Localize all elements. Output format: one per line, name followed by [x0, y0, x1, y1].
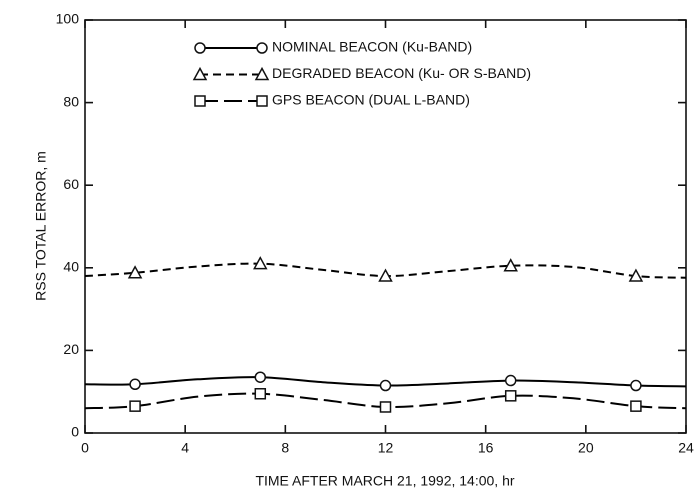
legend-marker: [194, 95, 206, 107]
marker: [129, 400, 141, 412]
y-tick-label: 0: [71, 424, 79, 440]
legend-marker: [256, 95, 268, 107]
y-tick-label: 40: [63, 259, 79, 275]
marker: [378, 268, 393, 282]
marker: [254, 371, 267, 383]
x-tick-label: 20: [578, 440, 594, 456]
marker: [504, 374, 517, 387]
x-tick-label: 4: [181, 440, 189, 456]
marker: [504, 390, 517, 402]
legend-label: DEGRADED BEACON (Ku- OR S-BAND): [272, 65, 531, 81]
y-tick-label: 80: [63, 93, 79, 109]
y-tick-label: 60: [63, 176, 79, 192]
legend-label: GPS BEACON (DUAL L-BAND): [272, 92, 470, 108]
x-tick-label: 8: [281, 440, 289, 456]
x-tick-label: 0: [81, 440, 89, 456]
marker: [379, 379, 392, 392]
legend-marker: [254, 66, 270, 81]
y-tick-label: 100: [56, 11, 80, 27]
x-tick-label: 16: [478, 440, 494, 456]
marker: [630, 379, 642, 392]
marker: [127, 265, 143, 279]
legend-marker: [256, 42, 268, 54]
y-axis-label: RSS TOTAL ERROR, m: [33, 151, 49, 301]
legend-marker: [192, 66, 208, 81]
marker: [630, 400, 642, 412]
marker: [129, 378, 141, 391]
x-tick-label: 12: [378, 440, 394, 456]
plot-frame: [84, 19, 687, 434]
x-tick-label: 24: [678, 440, 694, 456]
marker: [503, 258, 518, 272]
marker: [253, 256, 268, 270]
marker: [379, 401, 392, 413]
marker: [254, 388, 267, 400]
legend-label: NOMINAL BEACON (Ku-BAND): [272, 39, 472, 55]
y-tick-label: 20: [63, 341, 79, 357]
legend-marker: [194, 42, 206, 54]
marker: [628, 268, 644, 282]
x-axis-label: TIME AFTER MARCH 21, 1992, 14:00, hr: [255, 473, 514, 489]
